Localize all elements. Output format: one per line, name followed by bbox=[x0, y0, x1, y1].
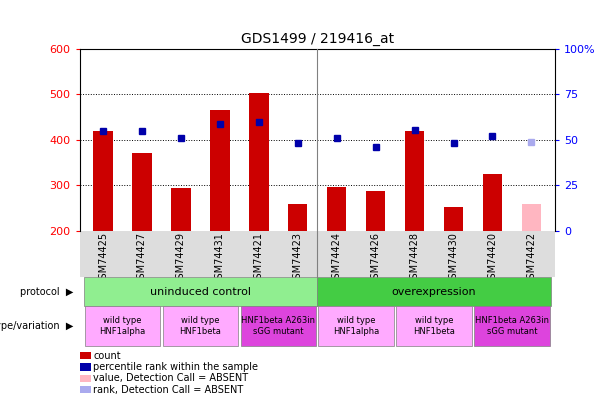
Bar bbox=[327, 187, 346, 231]
Text: HNF1beta A263in
sGG mutant: HNF1beta A263in sGG mutant bbox=[242, 316, 315, 336]
Bar bbox=[405, 130, 424, 231]
Text: uninduced control: uninduced control bbox=[150, 287, 251, 296]
Text: wild type
HNF1beta: wild type HNF1beta bbox=[180, 316, 221, 336]
Text: wild type
HNF1alpha: wild type HNF1alpha bbox=[333, 316, 379, 336]
Bar bbox=[444, 207, 463, 231]
Text: rank, Detection Call = ABSENT: rank, Detection Call = ABSENT bbox=[93, 385, 243, 394]
Text: wild type
HNF1alpha: wild type HNF1alpha bbox=[99, 316, 146, 336]
Bar bbox=[249, 93, 268, 231]
Text: value, Detection Call = ABSENT: value, Detection Call = ABSENT bbox=[93, 373, 248, 383]
Text: protocol  ▶: protocol ▶ bbox=[20, 287, 74, 296]
Text: wild type
HNF1beta: wild type HNF1beta bbox=[413, 316, 455, 336]
Text: count: count bbox=[93, 351, 121, 360]
Bar bbox=[288, 205, 308, 231]
Bar bbox=[366, 191, 386, 231]
Title: GDS1499 / 219416_at: GDS1499 / 219416_at bbox=[241, 32, 394, 46]
Bar bbox=[210, 110, 230, 231]
Text: genotype/variation  ▶: genotype/variation ▶ bbox=[0, 321, 74, 331]
Text: HNF1beta A263in
sGG mutant: HNF1beta A263in sGG mutant bbox=[475, 316, 549, 336]
Text: overexpression: overexpression bbox=[392, 287, 476, 296]
Bar bbox=[93, 130, 113, 231]
Bar bbox=[522, 205, 541, 231]
Bar bbox=[132, 153, 152, 231]
Text: percentile rank within the sample: percentile rank within the sample bbox=[93, 362, 258, 372]
Bar bbox=[482, 174, 502, 231]
Bar bbox=[171, 188, 191, 231]
